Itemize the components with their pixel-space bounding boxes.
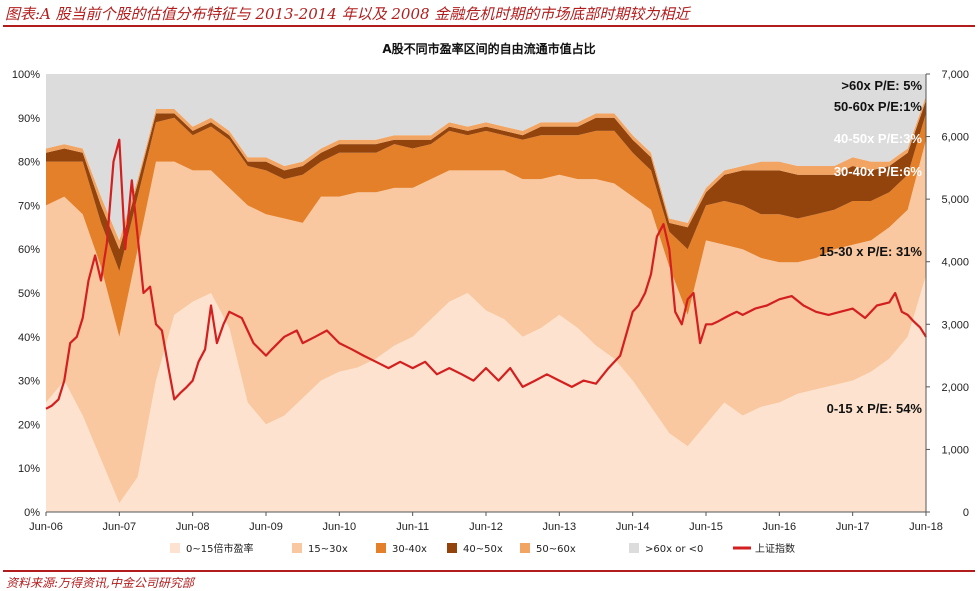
x-tick-label: Jun-09: [249, 521, 283, 533]
legend-label: 0~15倍市盈率: [186, 542, 253, 555]
area-series-3: [46, 100, 926, 272]
y-left-tick-label: 30%: [18, 376, 40, 388]
x-tick-label: Jun-17: [836, 521, 870, 533]
index-line-layer: [45, 138, 927, 410]
y-right-tick-label: 1,000: [941, 444, 969, 456]
stacked-area-chart: 0% 10% 20% 30% 40% 50% 60% 70% 80% 90% 100% 0 1,000 2…: [12, 69, 969, 555]
x-tick-label: Jun-16: [763, 521, 797, 533]
y-right-tick-label: 5,000: [941, 194, 969, 206]
axes: 0% 10% 20% 30% 40% 50% 60% 70% 80% 90% 100% 0 1,000 2…: [12, 69, 969, 533]
annotation-label: 0-15 x P/E: 54%: [827, 401, 923, 416]
area-series-0: [46, 275, 926, 512]
x-tick-label: Jun-14: [616, 521, 650, 533]
source-note: 资料来源:万得资讯,中金公司研究部: [6, 576, 194, 590]
y-left-tick-label: 60%: [18, 244, 40, 256]
y-right-tick-label: 0: [963, 507, 969, 519]
annotation-label: 50-60x P/E:1%: [834, 99, 923, 114]
y-left-tick-label: 10%: [18, 463, 40, 475]
y-left-tick-label: 40%: [18, 332, 40, 344]
x-tick-label: Jun-10: [323, 521, 357, 533]
y-left-tick-label: 100%: [12, 69, 40, 81]
x-tick-label: Jun-13: [543, 521, 577, 533]
figure-title: 图表:A 股当前个股的估值分布特征与 2013-2014 年以及 2008 金融…: [5, 5, 690, 23]
y-right-tick-label: 3,000: [941, 319, 969, 331]
legend-swatch: [292, 543, 302, 553]
x-tick-label: Jun-06: [29, 521, 63, 533]
area-layers: [46, 74, 926, 512]
x-tick-label: Jun-15: [689, 521, 723, 533]
legend-swatch: [520, 543, 530, 553]
index-line: [45, 138, 927, 410]
area-series-1: [46, 139, 926, 504]
legend-label: 15~30x: [308, 544, 348, 555]
legend-label: 上证指数: [755, 542, 795, 555]
y-right-tick-label: 6,000: [941, 132, 969, 144]
y-left-tick-label: 80%: [18, 157, 40, 169]
y-left-tick-label: 20%: [18, 419, 40, 431]
y-left-tick-label: 70%: [18, 200, 40, 212]
legend-swatch: [170, 543, 180, 553]
source-rule: [3, 570, 975, 572]
legend-swatch: [629, 543, 639, 553]
legend-swatch: [376, 543, 386, 553]
annotation-label: >60x P/E: 5%: [841, 78, 922, 93]
x-tick-label: Jun-11: [396, 521, 429, 533]
x-tick-label: Jun-07: [103, 521, 137, 533]
annotation-label: 40-50x P/E:3%: [834, 131, 923, 146]
legend-label: >60x or <0: [645, 544, 703, 555]
annotation-label: 15-30 x P/E: 31%: [819, 244, 922, 259]
area-series-5: [46, 74, 926, 241]
x-tick-label: Jun-12: [469, 521, 503, 533]
legend-label: 30-40x: [392, 544, 427, 555]
chart-title: A股不同市盈率区间的自由流通市值占比: [382, 42, 596, 56]
legend: 0~15倍市盈率 15~30x 30-40x 40~50x 50~60x >60x or …: [170, 542, 795, 555]
y-right-tick-label: 7,000: [941, 69, 969, 81]
annotations: >60x P/E: 5% 50-60x P/E:1% 40-50x P/E:3% 30…: [819, 78, 922, 416]
title-rule: [3, 25, 975, 27]
area-series-2: [46, 113, 926, 337]
y-right-tick-label: 4,000: [941, 257, 969, 269]
legend-swatch: [447, 543, 457, 553]
legend-label: 50~60x: [536, 544, 576, 555]
y-left-tick-label: 50%: [18, 288, 40, 300]
x-tick-label: Jun-18: [909, 521, 943, 533]
y-right-tick-label: 2,000: [941, 382, 969, 394]
y-left-tick-label: 90%: [18, 113, 40, 125]
x-tick-label: Jun-08: [176, 521, 210, 533]
legend-label: 40~50x: [463, 544, 503, 555]
y-left-tick-label: 0%: [24, 507, 40, 519]
area-series-4: [46, 95, 926, 250]
annotation-label: 30-40x P/E:6%: [834, 164, 923, 179]
